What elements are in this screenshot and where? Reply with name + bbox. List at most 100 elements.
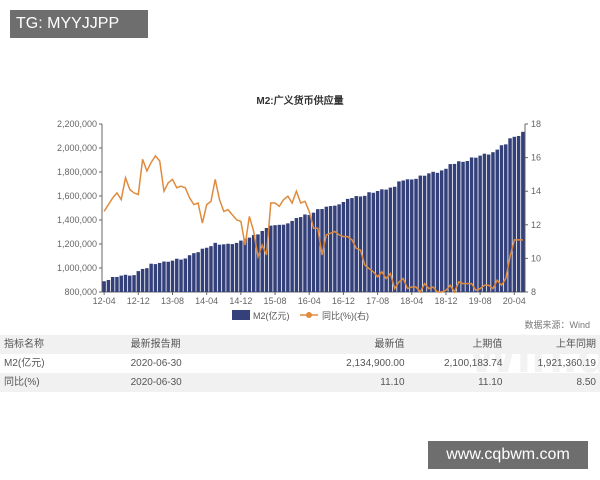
bar	[345, 198, 350, 292]
bar	[256, 234, 260, 292]
indicator-table: 指标名称 最新报告期 最新值 上期值 上年同期 M2(亿元) 2020-06-3…	[0, 335, 600, 392]
legend-marker-yoy	[306, 312, 312, 318]
bar	[410, 179, 414, 292]
legend-label-m2: M2(亿元)	[253, 310, 290, 321]
header-cell: 指标名称	[4, 339, 44, 350]
bar	[102, 281, 106, 292]
bar	[452, 163, 457, 292]
bar	[499, 145, 504, 292]
bar	[175, 258, 179, 292]
x-tick-label: 13-08	[161, 296, 184, 306]
bar	[461, 161, 465, 292]
legend-swatch-m2	[232, 310, 250, 320]
bar	[123, 274, 128, 292]
bar	[397, 181, 401, 292]
bar	[294, 218, 299, 292]
chart-title: M2:广义货币供应量	[256, 94, 343, 107]
bar	[508, 138, 512, 292]
x-tick-label: 14-04	[195, 296, 218, 306]
bar	[226, 243, 230, 292]
yoy-line	[103, 154, 523, 294]
bar	[512, 136, 517, 292]
bar	[110, 277, 115, 292]
bar	[469, 157, 474, 292]
bar	[495, 149, 499, 292]
bar	[367, 192, 371, 292]
bar	[247, 237, 252, 292]
bar	[222, 244, 226, 292]
bar	[504, 144, 508, 292]
site-watermark: www.cqbwm.com	[428, 441, 588, 469]
bar	[478, 155, 482, 292]
bar	[384, 189, 388, 292]
bar	[239, 240, 243, 292]
x-tick-label: 12-12	[127, 296, 150, 306]
bar	[474, 157, 478, 292]
bar	[414, 178, 418, 292]
cell: M2(亿元)	[4, 358, 45, 369]
bar	[119, 275, 123, 292]
cell: 11.10	[380, 377, 405, 388]
x-tick-label: 19-08	[469, 296, 492, 306]
bar	[170, 260, 175, 292]
bar	[234, 242, 239, 292]
cell: 2020-06-30	[130, 377, 182, 388]
bar	[183, 258, 188, 292]
table-header: 指标名称 最新报告期 最新值 上期值 上年同期	[0, 335, 600, 354]
bar	[388, 187, 393, 292]
bar	[251, 234, 256, 292]
cell: 2,134,900.00	[346, 358, 405, 369]
bar	[260, 230, 264, 292]
bar	[230, 244, 235, 292]
table-row: M2(亿元) 2020-06-30 2,134,900.00 2,100,183…	[0, 354, 600, 373]
bar	[482, 153, 487, 292]
bar	[405, 179, 410, 292]
bar	[491, 152, 495, 292]
bar	[439, 170, 444, 292]
bar	[200, 248, 205, 292]
x-tick-label: 20-04	[503, 296, 526, 306]
x-tick-label: 16-04	[298, 296, 321, 306]
source-note: 数据来源：Wind	[524, 319, 590, 330]
bar	[303, 214, 307, 292]
bar	[162, 261, 166, 292]
bar	[213, 242, 217, 292]
bar	[363, 195, 367, 292]
right-tick-label: 14	[531, 186, 541, 196]
bar	[401, 180, 405, 292]
cell: 2,100,183.74	[444, 358, 503, 369]
bar	[273, 225, 277, 292]
bar	[277, 224, 282, 292]
bar	[209, 246, 213, 292]
right-tick-label: 16	[531, 153, 541, 163]
bar	[307, 214, 311, 292]
bar	[435, 172, 440, 292]
cell: 8.50	[576, 377, 596, 388]
legend-label-yoy: 同比(%)(右)	[322, 310, 369, 321]
bar	[269, 225, 273, 292]
bar	[392, 186, 397, 292]
bar	[290, 220, 294, 292]
bar	[427, 173, 431, 292]
bar	[281, 224, 286, 292]
right-tick-label: 18	[531, 119, 541, 129]
x-tick-label: 16-12	[332, 296, 355, 306]
m2-chart: M2:广义货币供应量 800,000 1,000,000 1,200,000 1,400…	[57, 94, 590, 330]
header-cell: 最新值	[374, 339, 405, 350]
cell: 同比(%)	[4, 377, 40, 388]
bar	[166, 261, 170, 292]
table-row: 同比(%) 2020-06-30 11.10 11.10 8.50	[0, 373, 600, 392]
x-tick-label: 17-08	[366, 296, 389, 306]
bar	[333, 205, 337, 292]
left-tick-label: 1,000,000	[57, 263, 97, 273]
watermark-tag: TG: MYYJJPP	[10, 10, 148, 38]
bar	[444, 168, 448, 292]
left-tick-label: 2,200,000	[57, 119, 97, 129]
left-tick-label: 800,000	[64, 287, 97, 297]
bar	[145, 268, 149, 292]
bar	[337, 204, 341, 292]
bar	[448, 164, 452, 292]
left-tick-label: 1,800,000	[57, 167, 97, 177]
x-tick-label: 12-04	[93, 296, 116, 306]
bar	[132, 275, 136, 292]
